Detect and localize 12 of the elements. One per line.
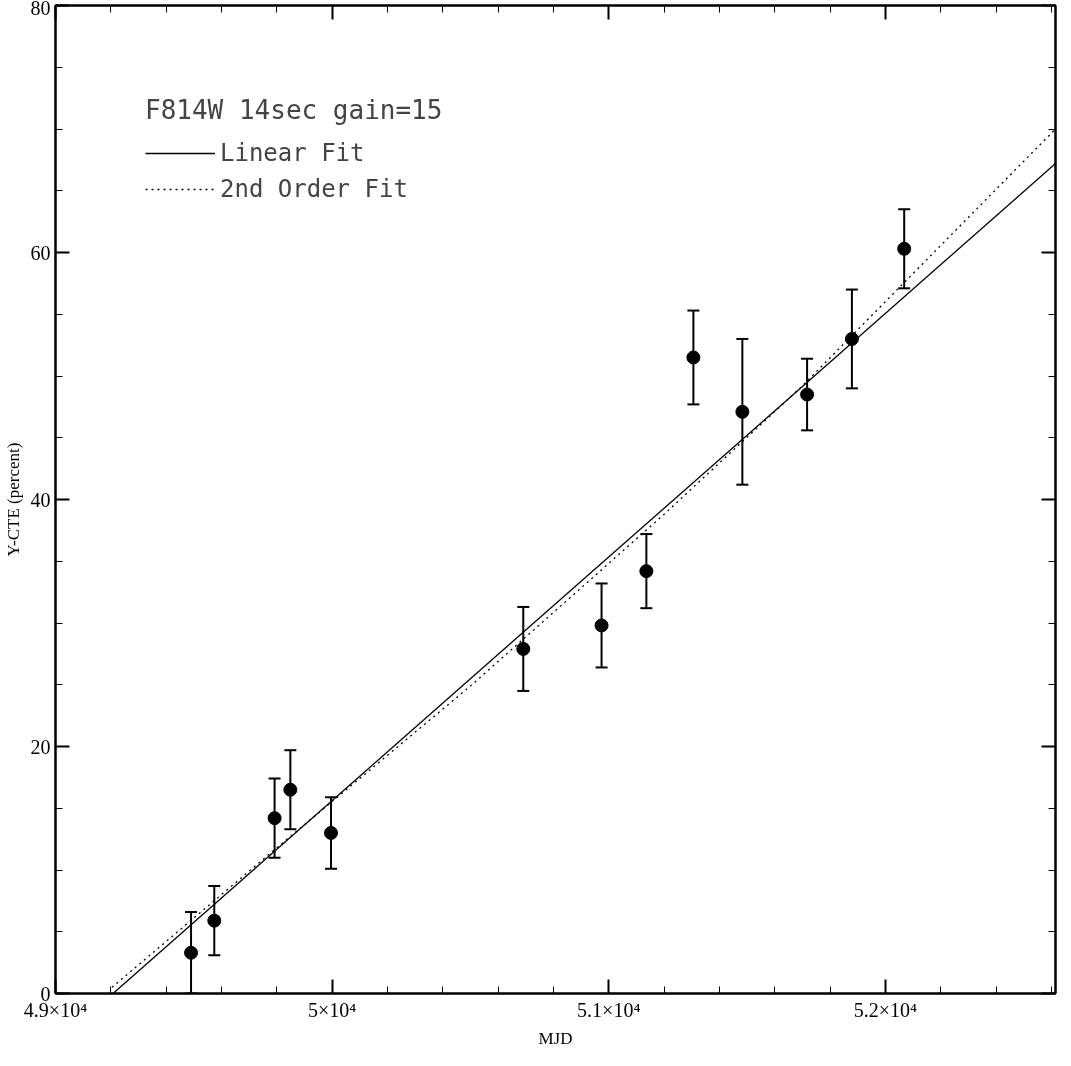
y-tick-label: 20	[30, 735, 51, 758]
y-axis-title: Y-CTE (percent)	[3, 442, 23, 557]
legend-label: 2nd Order Fit	[220, 175, 408, 203]
x-tick-label: 5×10⁴	[308, 998, 357, 1021]
x-axis-title: MJD	[538, 1028, 573, 1048]
y-tick-label: 60	[30, 241, 51, 264]
x-tick-label: 5.1×10⁴	[577, 998, 641, 1021]
y-tick-label: 80	[30, 0, 51, 19]
legend-title: F814W 14sec gain=15	[145, 95, 443, 125]
y-tick-label: 40	[30, 488, 51, 511]
x-tick-label: 5.2×10⁴	[853, 998, 918, 1021]
legend-label: Linear Fit	[220, 139, 365, 167]
